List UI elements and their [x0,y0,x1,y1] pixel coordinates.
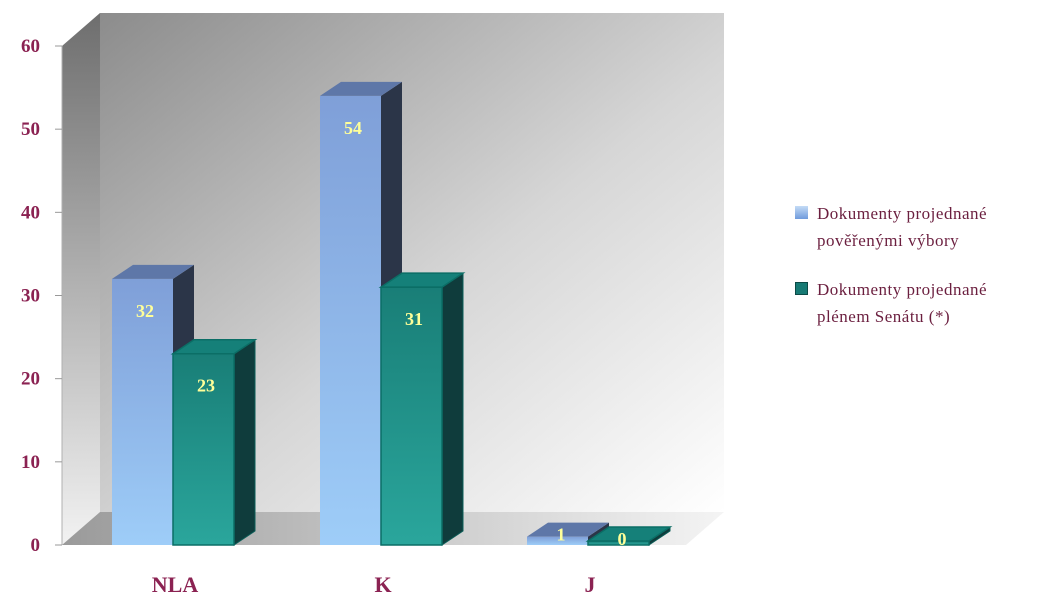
bar-2-K: 31 [378,272,466,546]
data-label: 31 [405,309,423,329]
bar-top [378,272,466,288]
y-tick-label: 60 [21,36,40,57]
y-tick-label: 0 [31,535,41,556]
y-axis-ticks: 0 10 20 30 40 50 60 [21,36,62,556]
bar-top [320,81,402,96]
data-label: 0 [618,529,627,549]
side-wall [62,13,100,545]
bar-front [320,95,381,546]
data-label: 32 [136,301,154,321]
legend-item-series-2: Dokumenty projednané plénem Senátu (*) [793,276,1057,330]
bar-front [380,286,443,546]
bar-2-NLA: 23 [170,338,258,546]
legend-label-line-2: pověřenými výbory [817,231,960,250]
bar-side [441,272,464,546]
bar-front [527,536,588,545]
bar-top [585,526,673,542]
y-tick-label: 20 [21,369,40,390]
x-category-label: K [374,572,391,597]
bar-front [112,278,173,545]
x-category-label: J [585,572,596,597]
y-tick-label: 50 [21,119,40,140]
legend-label-line-1: Dokumenty projednané [817,280,988,299]
legend: Dokumenty projednané pověřenými výbory D… [793,200,1057,352]
y-tick-label: 40 [21,202,40,223]
bar-top [112,264,194,279]
bar-top [527,522,609,537]
legend-item-series-1: Dokumenty projednané pověřenými výbory [793,200,1057,254]
y-tick-label: 30 [21,286,40,307]
back-wall [100,13,724,512]
bar-2-J: 0 [585,526,673,549]
y-tick-label: 10 [21,452,40,473]
bars: 32 23 54 31 1 0 [112,81,673,549]
legend-swatch-series-1 [795,206,808,219]
legend-label-line-2: plénem Senátu (*) [817,307,951,326]
legend-swatch-series-2 [795,282,808,295]
bar-side [233,338,256,546]
data-label: 54 [344,118,362,138]
data-label: 1 [557,525,566,545]
x-axis-categories: NLA K J [152,572,596,597]
x-category-label: NLA [152,572,199,597]
data-label: 23 [197,376,215,396]
bar-top [170,338,258,355]
legend-label-line-1: Dokumenty projednané [817,204,988,223]
